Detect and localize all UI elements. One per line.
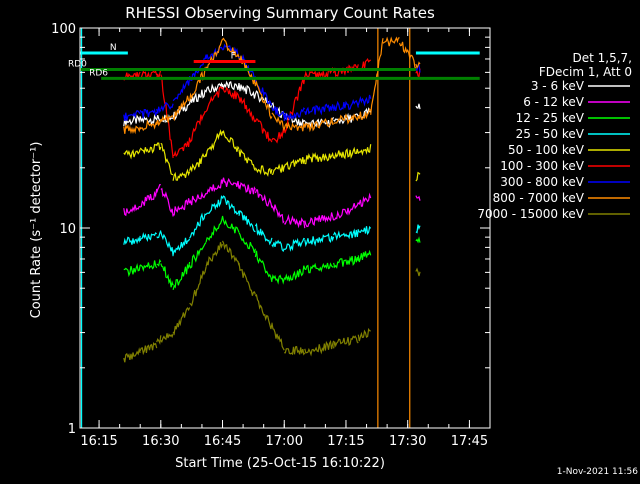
timestamp: 1-Nov-2021 11:56 bbox=[557, 467, 639, 477]
series-line-8 bbox=[123, 240, 421, 363]
legend-header-0: Det 1,5,7, bbox=[573, 51, 633, 65]
x-tick-label-2: 16:45 bbox=[204, 434, 241, 449]
x-tick-label-6: 17:45 bbox=[451, 434, 488, 449]
plot-frame bbox=[79, 27, 491, 429]
flag-label-3: RD6 bbox=[89, 68, 108, 78]
legend-label-4: 50 - 100 keV bbox=[508, 143, 585, 157]
x-tick-label-3: 17:00 bbox=[266, 434, 303, 449]
flag-label-2: RD0 bbox=[68, 60, 87, 70]
y-tick-label-0: 1 bbox=[68, 422, 76, 437]
x-tick-label-5: 17:30 bbox=[389, 434, 426, 449]
legend-label-0: 3 - 6 keV bbox=[531, 79, 585, 93]
x-axis-label: Start Time (25-Oct-15 16:10:22) bbox=[175, 456, 385, 471]
series-line-1 bbox=[123, 177, 421, 229]
chart-title: RHESSI Observing Summary Count Rates bbox=[125, 4, 435, 22]
legend-label-5: 100 - 300 keV bbox=[500, 159, 584, 173]
series-line-7 bbox=[123, 36, 421, 135]
y-tick-label-1: 10 bbox=[59, 222, 76, 237]
x-tick-label-0: 16:15 bbox=[80, 434, 117, 449]
legend-label-3: 25 - 50 keV bbox=[516, 127, 585, 141]
x-tick-label-1: 16:30 bbox=[142, 434, 179, 449]
plot-area bbox=[80, 28, 480, 428]
series-line-4 bbox=[123, 128, 421, 182]
legend-label-1: 6 - 12 keV bbox=[523, 95, 585, 109]
legend-label-2: 12 - 25 keV bbox=[516, 111, 585, 125]
y-tick-label-2: 100 bbox=[51, 22, 76, 37]
legend-label-7: 800 - 7000 keV bbox=[493, 191, 585, 205]
legend-header-1: FDecim 1, Att 0 bbox=[539, 65, 632, 79]
series-line-2 bbox=[123, 215, 421, 291]
series-line-3 bbox=[123, 195, 421, 257]
legend-label-6: 300 - 800 keV bbox=[500, 175, 584, 189]
y-axis-label: Count Rate (s⁻¹ detector⁻¹) bbox=[29, 142, 44, 319]
x-tick-label-4: 17:15 bbox=[327, 434, 364, 449]
flag-label-1: F bbox=[231, 51, 236, 61]
legend-label-8: 7000 - 15000 keV bbox=[477, 207, 584, 221]
flag-label-0: N bbox=[110, 43, 117, 53]
